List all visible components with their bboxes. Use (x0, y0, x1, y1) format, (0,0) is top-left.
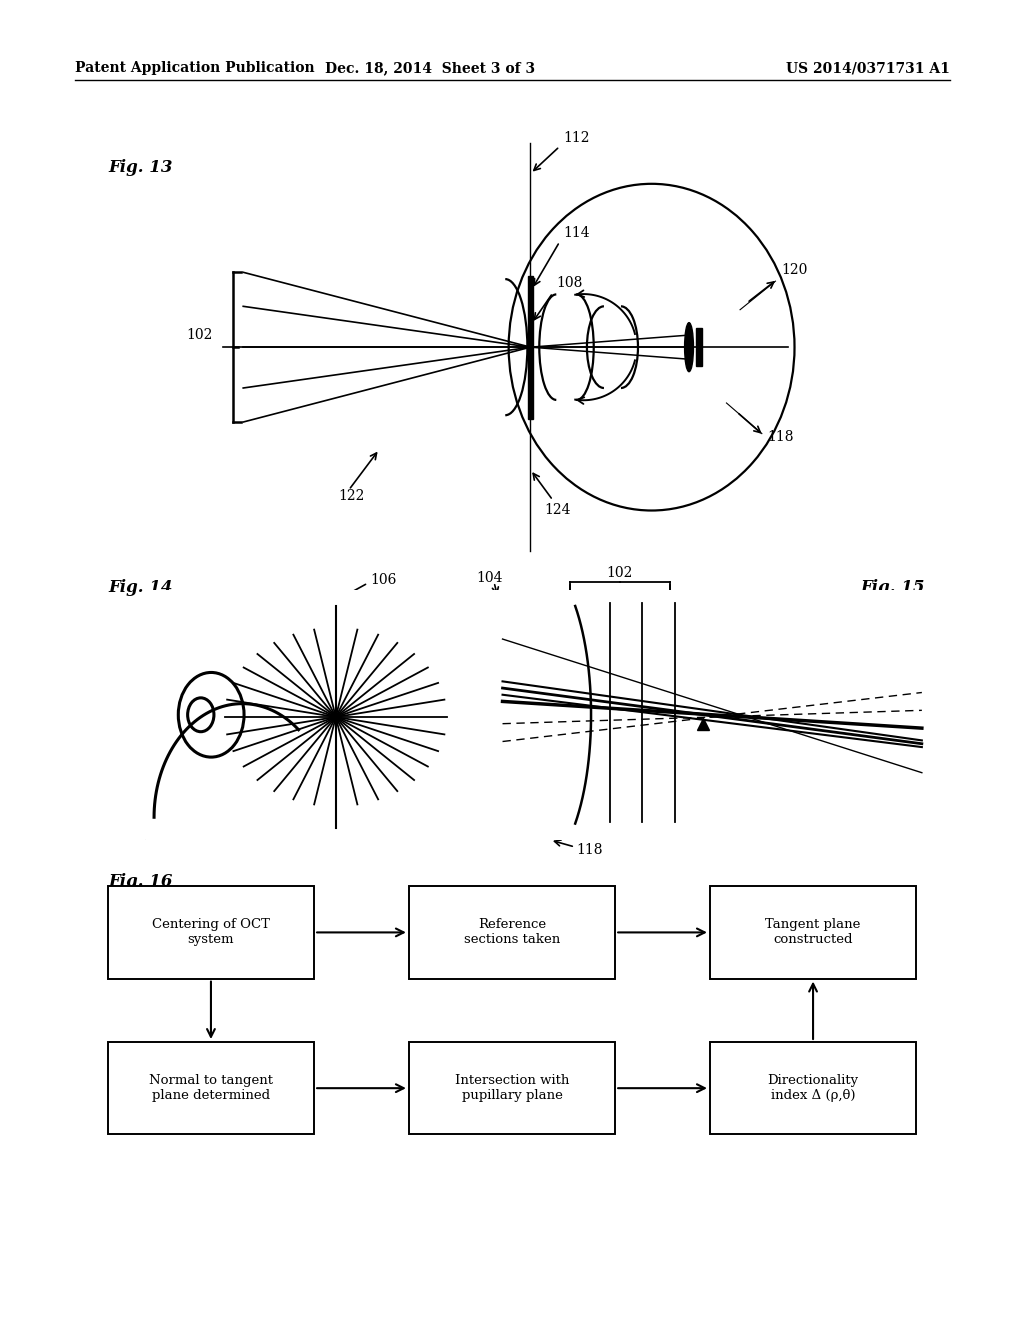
Ellipse shape (685, 322, 693, 372)
Text: 122: 122 (339, 490, 365, 503)
Bar (409, 886, 615, 978)
Text: 102: 102 (607, 566, 633, 579)
Text: Fig. 14: Fig. 14 (108, 579, 172, 597)
Text: 114: 114 (563, 226, 590, 240)
Text: Fig. 15: Fig. 15 (860, 579, 925, 597)
Text: 108: 108 (556, 276, 583, 290)
Text: Tangent plane
constructed: Tangent plane constructed (765, 919, 861, 946)
Text: US 2014/0371731 A1: US 2014/0371731 A1 (786, 61, 950, 75)
Text: Intersection with
pupillary plane: Intersection with pupillary plane (455, 1074, 569, 1102)
Text: Reference
sections taken: Reference sections taken (464, 919, 560, 946)
Text: Fig. 16: Fig. 16 (108, 874, 172, 891)
Bar (108, 1041, 314, 1134)
Text: 118: 118 (767, 430, 794, 444)
Text: 102: 102 (186, 327, 213, 342)
Text: 124: 124 (544, 503, 570, 517)
Text: 104: 104 (477, 572, 503, 585)
FancyBboxPatch shape (474, 586, 950, 843)
Text: Directionality
index Δ (ρ,θ): Directionality index Δ (ρ,θ) (768, 1074, 858, 1102)
Text: 106: 106 (370, 573, 396, 587)
Bar (710, 1041, 916, 1134)
Text: 118: 118 (577, 843, 603, 857)
Bar (409, 1041, 615, 1134)
Bar (696, 329, 702, 366)
Text: Dec. 18, 2014  Sheet 3 of 3: Dec. 18, 2014 Sheet 3 of 3 (325, 61, 536, 75)
FancyBboxPatch shape (142, 586, 495, 843)
Text: Centering of OCT
system: Centering of OCT system (152, 919, 270, 946)
Text: 112: 112 (563, 131, 590, 145)
Text: Normal to tangent
plane determined: Normal to tangent plane determined (148, 1074, 273, 1102)
Bar (108, 886, 314, 978)
Bar (527, 276, 534, 418)
Text: Fig. 13: Fig. 13 (108, 160, 172, 177)
Bar (710, 886, 916, 978)
Text: Patent Application Publication: Patent Application Publication (75, 61, 314, 75)
Text: 120: 120 (781, 263, 807, 277)
